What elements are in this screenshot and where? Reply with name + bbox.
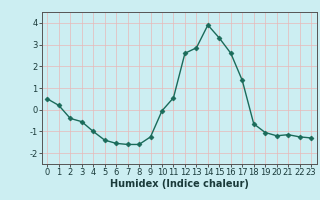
X-axis label: Humidex (Indice chaleur): Humidex (Indice chaleur) bbox=[110, 179, 249, 189]
